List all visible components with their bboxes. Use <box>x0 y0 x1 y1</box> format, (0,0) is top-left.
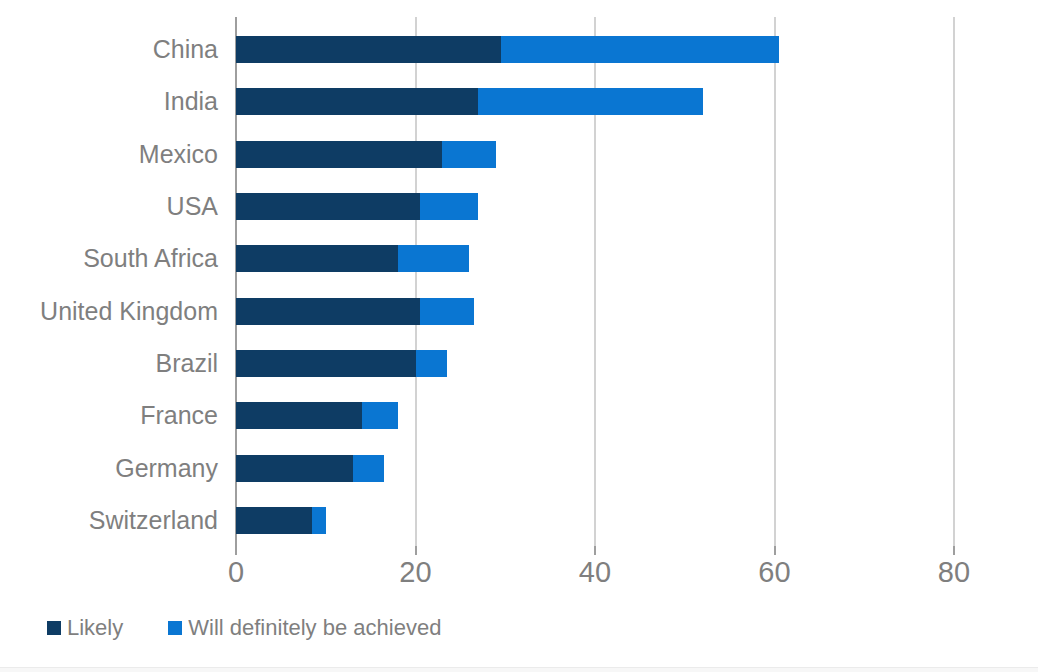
bar-segment-definitely-china <box>501 36 779 63</box>
bar-segment-likely-mexico <box>236 141 442 168</box>
x-tick-label-60: 60 <box>735 556 815 588</box>
category-label-brazil: Brazil <box>0 350 218 377</box>
x-tick-label-80: 80 <box>914 556 994 588</box>
legend-label: Likely <box>67 615 123 641</box>
category-label-south-africa: South Africa <box>0 245 218 272</box>
bar-segment-likely-france <box>236 402 362 429</box>
category-label-india: India <box>0 88 218 115</box>
bar-segment-definitely-germany <box>353 455 384 482</box>
bar-segment-definitely-india <box>478 88 702 115</box>
category-label-switzerland: Switzerland <box>0 507 218 534</box>
category-label-united-kingdom: United Kingdom <box>0 298 218 325</box>
gridline-x-60 <box>774 17 776 546</box>
x-tick-20 <box>415 546 417 555</box>
bar-segment-likely-united-kingdom <box>236 298 420 325</box>
legend-label: Will definitely be achieved <box>188 615 441 641</box>
legend-swatch-icon <box>47 621 61 635</box>
legend-item-definitely: Will definitely be achieved <box>168 615 441 641</box>
x-tick-label-0: 0 <box>196 556 276 588</box>
bar-segment-likely-brazil <box>236 350 416 377</box>
category-label-usa: USA <box>0 193 218 220</box>
x-tick-label-20: 20 <box>376 556 456 588</box>
plot-area <box>236 17 955 546</box>
bar-segment-definitely-united-kingdom <box>420 298 474 325</box>
bar-segment-likely-switzerland <box>236 507 312 534</box>
bar-segment-likely-india <box>236 88 478 115</box>
bar-segment-definitely-france <box>362 402 398 429</box>
stacked-bar-chart: China India Mexico USA South Africa United Ki… <box>0 0 1038 672</box>
bar-segment-definitely-switzerland <box>312 507 325 534</box>
bar-segment-likely-germany <box>236 455 353 482</box>
chart-legend: Likely Will definitely be achieved <box>47 613 486 643</box>
x-tick-40 <box>594 546 596 555</box>
bar-segment-likely-china <box>236 36 501 63</box>
legend-swatch-icon <box>168 621 182 635</box>
category-label-germany: Germany <box>0 455 218 482</box>
category-label-china: China <box>0 36 218 63</box>
bar-segment-definitely-south-africa <box>398 245 470 272</box>
x-tick-label-40: 40 <box>555 556 635 588</box>
gridline-x-80 <box>953 17 955 546</box>
category-label-france: France <box>0 402 218 429</box>
x-tick-0 <box>235 546 237 555</box>
bar-segment-definitely-brazil <box>416 350 447 377</box>
bar-segment-definitely-mexico <box>442 141 496 168</box>
bar-segment-definitely-usa <box>420 193 478 220</box>
x-tick-60 <box>774 546 776 555</box>
bar-segment-likely-south-africa <box>236 245 398 272</box>
x-tick-80 <box>953 546 955 555</box>
category-label-mexico: Mexico <box>0 141 218 168</box>
bar-segment-likely-usa <box>236 193 420 220</box>
legend-item-likely: Likely <box>47 615 123 641</box>
bottom-divider <box>0 667 1038 672</box>
